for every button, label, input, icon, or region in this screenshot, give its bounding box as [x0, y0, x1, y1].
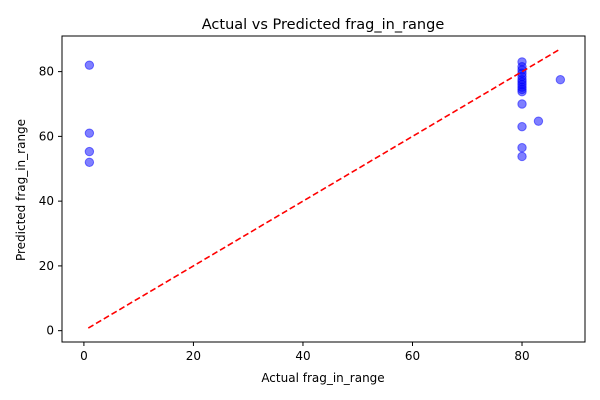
data-point — [533, 116, 544, 126]
plot-frame — [61, 35, 586, 343]
y-tick-label: 60 — [39, 129, 54, 143]
chart-title: Actual vs Predicted frag_in_range — [202, 17, 445, 33]
y-tick-label: 20 — [39, 259, 54, 273]
data-point — [517, 151, 527, 162]
data-point — [84, 146, 95, 157]
data-point — [84, 60, 95, 70]
y-axis-label: Predicted frag_in_range — [14, 119, 28, 261]
data-point — [517, 99, 527, 109]
data-point — [517, 121, 527, 132]
data-point — [555, 75, 566, 85]
x-tick-label: 40 — [295, 349, 310, 363]
x-tick-label: 60 — [405, 349, 420, 363]
data-point — [517, 143, 527, 153]
data-point — [84, 128, 95, 138]
reference-line — [87, 48, 561, 329]
x-tick-label: 20 — [186, 349, 201, 363]
plot-area — [61, 35, 586, 343]
y-axis: 0 20 40 60 80 — [39, 65, 62, 338]
data-point — [84, 157, 95, 167]
x-tick-label: 80 — [514, 349, 529, 363]
data-point — [517, 86, 527, 97]
y-tick-label: 0 — [46, 324, 54, 338]
x-axis-label: Actual frag_in_range — [261, 371, 384, 385]
x-tick-label: 0 — [80, 349, 88, 363]
x-axis: 0 20 40 60 80 — [80, 342, 530, 363]
y-tick-label: 80 — [39, 65, 54, 79]
y-tick-label: 40 — [39, 194, 54, 208]
